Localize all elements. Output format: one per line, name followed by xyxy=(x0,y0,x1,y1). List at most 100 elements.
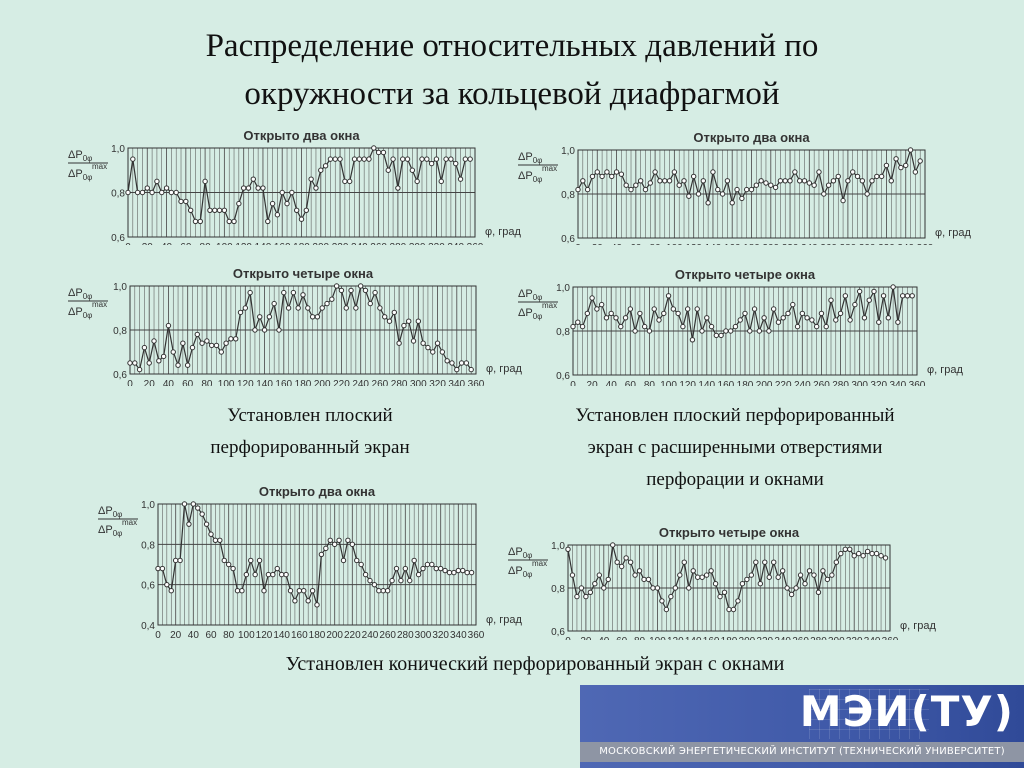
data-point xyxy=(847,546,853,552)
data-series-line xyxy=(567,544,886,612)
caption-flat-screen: Установлен плоский перфорированный экран xyxy=(150,400,470,464)
data-point xyxy=(829,572,835,578)
data-point xyxy=(641,323,648,330)
data-point xyxy=(380,149,387,156)
data-point xyxy=(269,200,276,207)
data-point xyxy=(187,207,194,214)
x-tick-label: 340 xyxy=(447,242,464,245)
data-point xyxy=(613,169,620,175)
x-tick-label: 240 xyxy=(794,380,811,386)
data-point xyxy=(170,349,176,355)
x-axis-label: φ, град xyxy=(900,620,936,632)
data-point xyxy=(748,186,755,193)
data-point xyxy=(252,571,258,578)
data-point xyxy=(686,193,692,199)
y-tick-label: 0,8 xyxy=(551,584,565,595)
data-point xyxy=(208,342,215,349)
data-point xyxy=(869,178,875,184)
data-point xyxy=(146,360,152,366)
x-tick-label: 0 xyxy=(570,380,576,386)
y-tick-label: 1,0 xyxy=(561,146,575,157)
data-point xyxy=(327,156,334,162)
x-tick-label: 140 xyxy=(273,630,290,641)
data-point xyxy=(766,574,772,580)
data-point xyxy=(240,185,247,191)
data-point xyxy=(407,577,413,584)
data-point xyxy=(899,293,906,299)
data-point xyxy=(909,293,915,299)
x-tick-label: 340 xyxy=(450,630,467,641)
data-point xyxy=(574,593,580,600)
logo-grid-pattern xyxy=(809,689,929,739)
x-tick-label: 360 xyxy=(467,242,484,245)
data-point xyxy=(242,305,249,311)
data-point xyxy=(796,178,803,184)
data-point xyxy=(208,531,214,537)
x-tick-label: 180 xyxy=(737,380,754,386)
data-point xyxy=(362,571,369,578)
data-point xyxy=(854,173,861,180)
data-point xyxy=(164,581,170,588)
x-tick-label: 160 xyxy=(274,242,291,245)
data-point xyxy=(231,218,237,225)
data-point xyxy=(578,585,585,591)
data-point xyxy=(234,588,241,594)
data-point xyxy=(666,178,673,184)
chart-svg: Открыто два окна 1,0 0,8 0,60 20 40 60 80 100120… xyxy=(518,130,971,245)
data-point xyxy=(367,577,373,584)
y-axis-label-numerator: ΔP0φ xyxy=(68,149,92,163)
data-point xyxy=(788,591,795,598)
data-point xyxy=(384,588,391,594)
data-point xyxy=(907,147,914,153)
data-point xyxy=(677,572,683,578)
data-point xyxy=(816,169,822,175)
data-point xyxy=(284,200,290,207)
caption-conical-screen-line-1: Установлен конический перфорированный эк… xyxy=(285,653,785,675)
data-point xyxy=(160,353,167,360)
data-point xyxy=(314,314,321,320)
data-point xyxy=(859,178,866,184)
data-point xyxy=(257,314,263,320)
mei-logo-banner: МЭИ(ТУ) МОСКОВСКИЙ ЭНЕРГЕТИЧЕСКИЙ ИНСТИТ… xyxy=(580,685,1024,768)
data-point xyxy=(852,301,858,308)
data-point xyxy=(871,288,877,295)
data-point xyxy=(202,178,208,185)
data-point xyxy=(790,301,796,308)
chart-svg: Открыто два окна 1,0 0,8 0,6 0,40 20 40 60 80 100… xyxy=(98,484,522,641)
data-point xyxy=(218,349,225,355)
data-point xyxy=(329,296,335,302)
data-point xyxy=(398,577,404,584)
data-point xyxy=(136,366,143,373)
x-tick-label: 120 xyxy=(667,636,684,640)
data-point xyxy=(904,293,911,299)
data-point xyxy=(322,163,329,169)
data-point xyxy=(880,293,887,299)
x-tick-label: 220 xyxy=(344,630,361,641)
data-point xyxy=(890,284,896,290)
data-point xyxy=(876,319,882,325)
x-tick-label: 260 xyxy=(820,243,837,245)
data-point xyxy=(828,297,834,303)
data-point xyxy=(189,344,196,351)
data-point xyxy=(323,545,329,552)
chart-title: Открыто два окна xyxy=(693,130,810,145)
data-point xyxy=(204,338,210,344)
data-point xyxy=(737,317,743,323)
x-tick-label: 300 xyxy=(859,243,876,245)
data-point xyxy=(794,323,801,330)
data-point xyxy=(216,207,223,214)
data-point xyxy=(618,563,625,570)
x-tick-label: 60 xyxy=(180,242,192,245)
data-point xyxy=(917,158,923,164)
data-point xyxy=(842,546,848,552)
x-tick-label: 160 xyxy=(718,380,735,386)
data-point xyxy=(651,306,657,312)
data-point xyxy=(255,185,261,191)
y-tick-label: 0,8 xyxy=(113,326,127,337)
data-point xyxy=(305,305,311,311)
data-point xyxy=(895,319,901,325)
data-point xyxy=(715,186,721,193)
x-tick-label: 200 xyxy=(756,380,773,386)
data-point xyxy=(580,178,586,184)
y-axis-label-superscript: max xyxy=(542,164,557,173)
